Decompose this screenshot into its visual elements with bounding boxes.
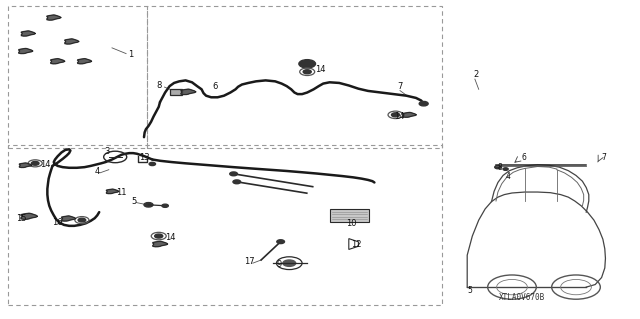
Text: 14: 14 [394, 112, 404, 121]
Text: 13: 13 [140, 153, 150, 162]
Polygon shape [106, 189, 119, 194]
Text: 3: 3 [104, 147, 109, 156]
Circle shape [149, 162, 156, 166]
Circle shape [392, 113, 399, 117]
Bar [170, 89, 182, 95]
Text: 10: 10 [346, 219, 356, 228]
Text: 5: 5 [467, 286, 472, 295]
Text: 6: 6 [212, 82, 218, 91]
Bar [147, 6, 442, 148]
Polygon shape [19, 48, 33, 54]
Text: 7: 7 [602, 152, 607, 161]
Polygon shape [51, 59, 65, 64]
Text: 8: 8 [157, 81, 162, 90]
Text: 5: 5 [132, 197, 137, 205]
Polygon shape [21, 213, 38, 219]
Bar [8, 6, 147, 148]
Circle shape [495, 166, 501, 169]
Text: 12: 12 [351, 240, 361, 249]
Bar [330, 209, 369, 222]
Circle shape [162, 204, 168, 207]
Circle shape [155, 234, 163, 238]
Circle shape [78, 218, 86, 222]
Text: 14: 14 [315, 65, 325, 74]
Polygon shape [47, 15, 61, 20]
Text: 1: 1 [128, 50, 133, 59]
Circle shape [144, 203, 153, 207]
Text: 4: 4 [95, 167, 100, 176]
Text: 7: 7 [397, 82, 402, 91]
Polygon shape [403, 112, 416, 117]
Text: XTLA0V670B: XTLA0V670B [499, 293, 545, 302]
Circle shape [283, 260, 296, 266]
Circle shape [233, 180, 241, 184]
Text: 16: 16 [52, 218, 63, 227]
Text: 15: 15 [16, 214, 26, 223]
Circle shape [230, 172, 237, 176]
Circle shape [419, 101, 428, 106]
Text: 17: 17 [244, 257, 255, 266]
Circle shape [303, 70, 311, 74]
Circle shape [299, 60, 316, 68]
Polygon shape [21, 31, 35, 36]
Polygon shape [19, 163, 32, 167]
Text: 8: 8 [498, 163, 502, 172]
Polygon shape [181, 89, 196, 95]
Circle shape [31, 161, 39, 165]
Polygon shape [65, 39, 79, 44]
Circle shape [277, 240, 285, 244]
Text: 14: 14 [40, 160, 50, 169]
Polygon shape [61, 216, 76, 221]
Polygon shape [153, 241, 168, 247]
Text: 4: 4 [506, 172, 511, 181]
Text: 6: 6 [522, 152, 527, 161]
Polygon shape [77, 59, 92, 64]
Text: 14: 14 [165, 233, 175, 242]
Bar [8, 145, 442, 305]
Circle shape [503, 168, 508, 170]
Text: 2: 2 [474, 70, 479, 78]
Text: 9: 9 [276, 260, 282, 269]
Text: 11: 11 [116, 188, 127, 197]
